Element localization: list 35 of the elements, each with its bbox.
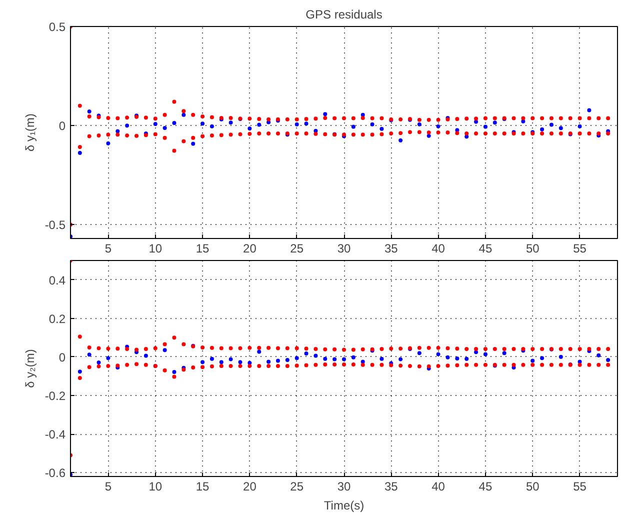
y-tick-label: 0.4 — [48, 273, 66, 288]
x-tick-label: 30 — [337, 480, 351, 494]
x-tick-label: 50 — [526, 242, 540, 256]
y-tick-label: -0.5 — [44, 218, 66, 232]
x-tick-label: 45 — [478, 480, 492, 494]
x-tick-label: 15 — [196, 242, 210, 256]
y-tick-label: -0.2 — [44, 389, 66, 403]
x-tick-label: 20 — [243, 242, 257, 256]
x-tick-label: 10 — [148, 480, 162, 494]
x-tick-label: 45 — [478, 242, 492, 256]
y-tick-label: -0.4 — [44, 428, 66, 442]
chart-title: GPS residuals — [306, 8, 382, 22]
x-tick-label: 40 — [432, 242, 446, 256]
x-tick-label: 5 — [104, 242, 112, 256]
x-tick-label: 10 — [148, 242, 162, 256]
x-tick-label: 35 — [384, 242, 398, 256]
x-axis-title: Time(s) — [324, 498, 364, 512]
y-tick-label: 0 — [58, 350, 66, 364]
x-tick-label: 15 — [196, 480, 210, 494]
y-tick-label: 0.2 — [48, 312, 66, 326]
y-tick-label: 0.5 — [48, 20, 66, 34]
x-tick-label: 35 — [384, 480, 398, 494]
x-tick-label: 25 — [290, 242, 304, 256]
x-tick-label: 40 — [432, 480, 446, 494]
y-axis-title: δ y₁(m) — [22, 113, 37, 152]
x-tick-label: 50 — [526, 480, 540, 494]
x-tick-label: 55 — [573, 480, 587, 494]
x-tick-label: 30 — [337, 242, 351, 256]
x-tick-label: 25 — [290, 480, 304, 494]
x-tick-label: 55 — [573, 242, 587, 256]
y-tick-label: 0 — [58, 119, 66, 134]
x-tick-label: 20 — [243, 480, 257, 494]
x-tick-label: 5 — [104, 480, 112, 494]
y-axis-title: δ y₂(m) — [22, 349, 37, 388]
y-tick-label: -0.6 — [44, 466, 66, 480]
